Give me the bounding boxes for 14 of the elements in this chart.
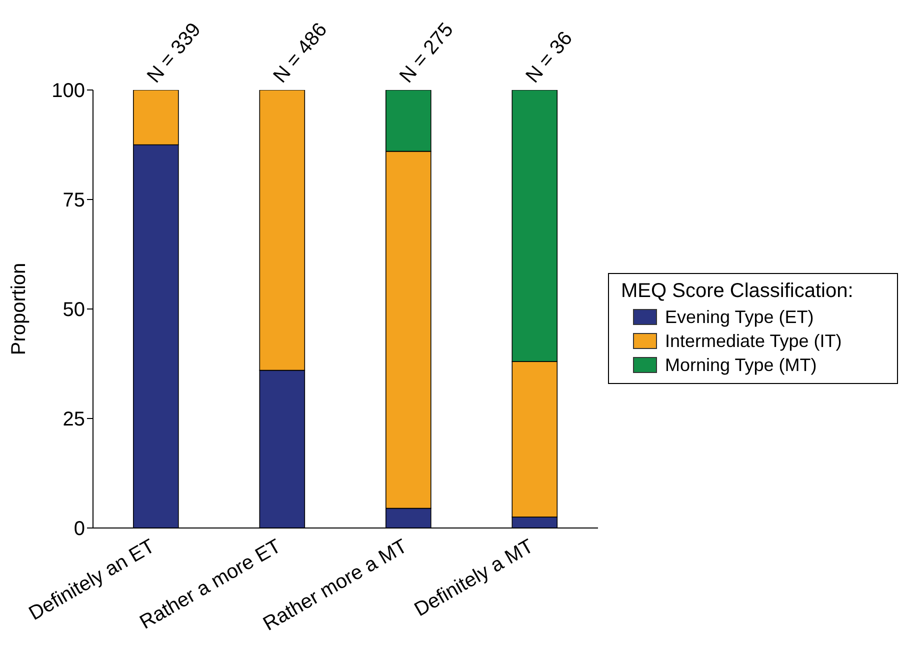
y-tick-label: 50 bbox=[62, 299, 85, 322]
y-tick-label: 100 bbox=[52, 80, 85, 102]
legend-title: MEQ Score Classification: bbox=[621, 280, 854, 302]
legend-label: Intermediate Type (IT) bbox=[665, 330, 842, 352]
y-tick-label: 25 bbox=[62, 408, 85, 431]
annotation: N = 339 bbox=[143, 18, 206, 88]
annotation: N = 275 bbox=[396, 18, 458, 88]
y-tick-label: 75 bbox=[62, 190, 85, 212]
annotation: N = 36 bbox=[522, 28, 577, 88]
legend-label: Morning Type (MT) bbox=[665, 354, 817, 376]
y-tick-label: 0 bbox=[74, 518, 85, 540]
annotation: N = 486 bbox=[269, 18, 332, 88]
legend-label: Evening Type (ET) bbox=[665, 306, 814, 328]
y-axis-title: Proportion bbox=[8, 262, 30, 356]
